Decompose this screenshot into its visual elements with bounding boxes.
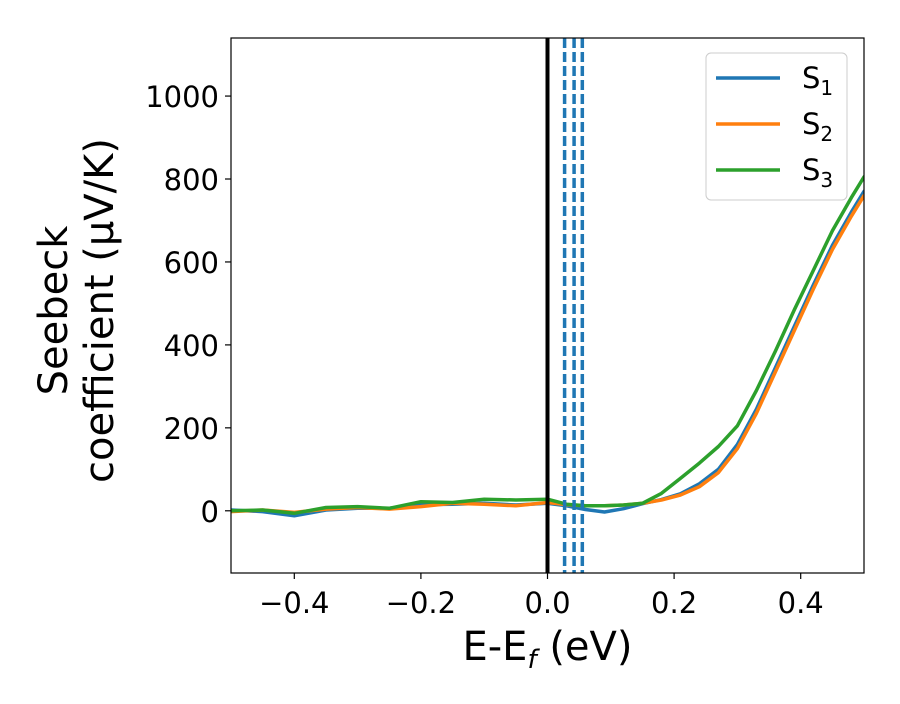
y-axis-title-line1: Seebeck — [31, 225, 77, 396]
x-axis-title: E-Ef (eV) — [462, 624, 632, 675]
x-tick-label: −0.2 — [386, 586, 456, 620]
y-ticks-layer: 0 200 400 600 800 1000 — [145, 80, 231, 529]
y-tick-label: 0 — [201, 495, 219, 529]
legend-label-2: S2 — [802, 107, 833, 146]
series-layer — [231, 175, 864, 518]
series-line-3 — [231, 175, 864, 516]
y-axis-title: Seebeck coefficient (μV/K) — [31, 138, 123, 483]
legend-label-1: S1 — [802, 61, 833, 100]
x-axis-title-unit: (eV) — [537, 624, 633, 670]
x-ticks-layer: −0.4 −0.2 0.0 0.2 0.4 — [259, 573, 824, 620]
x-tick-label: 0.0 — [524, 586, 570, 620]
y-tick-label: 1000 — [145, 80, 219, 114]
y-tick-label: 400 — [164, 329, 219, 363]
y-tick-label: 800 — [164, 163, 219, 197]
legend-label-3: S3 — [802, 153, 833, 192]
x-tick-label: −0.4 — [259, 586, 329, 620]
legend-box — [705, 52, 848, 201]
vertical-lines-layer — [545, 38, 585, 573]
x-tick-label: 0.2 — [651, 586, 697, 620]
y-axis-title-line2: coefficient (μV/K) — [77, 138, 123, 483]
y-tick-label: 600 — [164, 246, 219, 280]
legend: S1 S2 S3 — [705, 52, 848, 201]
legend-items: S1 S2 S3 — [716, 61, 833, 192]
x-tick-label: 0.4 — [778, 586, 824, 620]
x-axis-title-main: E-E — [462, 624, 527, 670]
y-tick-label: 200 — [164, 412, 219, 446]
